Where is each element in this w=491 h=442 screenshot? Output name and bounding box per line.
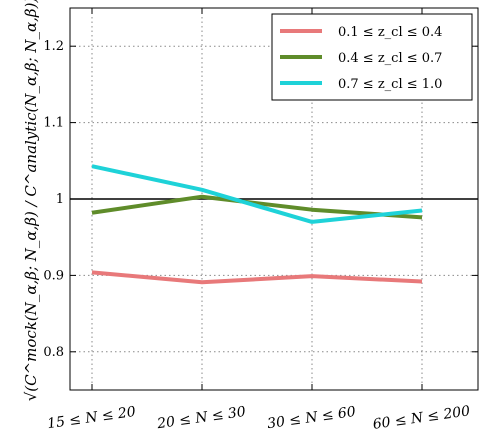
legend-label: 0.4 ≤ z_cl ≤ 0.7 [338,51,442,66]
y-tick-label: 1 [56,192,64,207]
y-axis-label: √(C^mock(N_α,β; N_α,β) / C^analytic(N_α,… [22,0,40,401]
series-line-1 [91,270,423,285]
legend: 0.1 ≤ z_cl ≤ 0.4 0.4 ≤ z_cl ≤ 0.7 0.7 ≤ z_… [271,13,473,101]
series-line-3 [91,164,423,224]
y-tick-label: 1.1 [43,116,64,131]
legend-label: 0.7 ≤ z_cl ≤ 1.0 [338,77,442,92]
x-tick-label: 20 ≤ N ≤ 30 [155,404,247,432]
legend-label: 0.1 ≤ z_cl ≤ 0.4 [338,25,442,40]
y-tick-label: 0.8 [43,345,64,360]
y-axis: 0.8 0.9 1 1.1 1.2 [43,39,478,360]
series-line-2 [91,194,423,220]
y-tick-label: 1.2 [43,39,64,54]
x-tick-label: 30 ≤ N ≤ 60 [266,404,357,432]
x-tick-label: 60 ≤ N ≤ 200 [372,403,471,433]
y-tick-label: 0.9 [43,268,64,283]
series-group [91,164,423,285]
x-tick-label: 15 ≤ N ≤ 20 [46,404,137,432]
